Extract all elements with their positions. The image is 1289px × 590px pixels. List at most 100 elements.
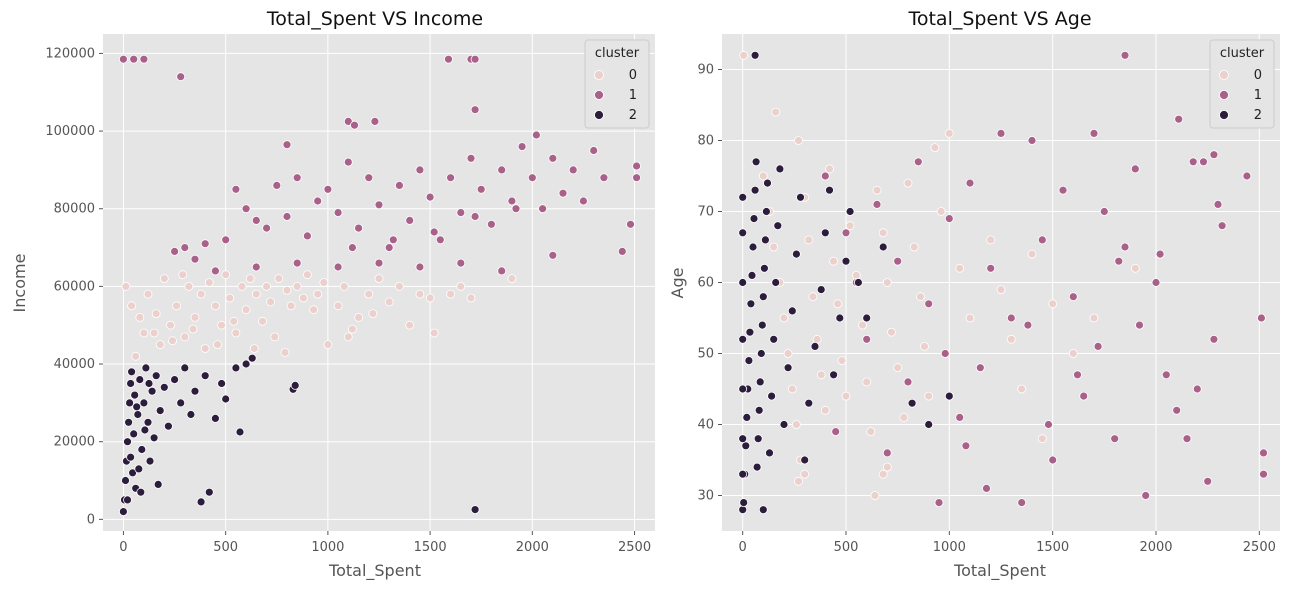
data-point-cluster-1 — [527, 173, 537, 183]
data-point-cluster-1 — [415, 262, 425, 272]
data-point-cluster-0 — [1130, 263, 1140, 273]
data-point-cluster-2 — [204, 487, 214, 497]
data-point-cluster-1 — [425, 192, 435, 202]
data-point-cluster-2 — [751, 157, 761, 167]
data-point-cluster-1 — [532, 130, 541, 140]
data-point-cluster-1 — [841, 228, 851, 238]
data-point-cluster-1 — [176, 72, 186, 82]
data-point-cluster-0 — [739, 50, 749, 60]
data-point-cluster-2 — [235, 427, 245, 437]
data-point-cluster-0 — [127, 301, 137, 311]
data-point-cluster-0 — [149, 328, 159, 338]
data-point-cluster-0 — [446, 289, 456, 299]
data-point-cluster-0 — [792, 420, 801, 429]
data-point-cluster-0 — [783, 349, 793, 358]
data-point-cluster-1 — [903, 377, 913, 387]
legend-marker — [594, 70, 604, 80]
data-point-cluster-1 — [251, 215, 261, 225]
data-point-cluster-1 — [1114, 256, 1124, 266]
data-point-cluster-1 — [221, 235, 231, 245]
data-point-cluster-1 — [1017, 498, 1027, 508]
data-point-cluster-2 — [752, 462, 762, 472]
data-point-cluster-0 — [955, 263, 965, 273]
data-point-cluster-0 — [204, 278, 214, 287]
legend-label: 2 — [1254, 108, 1262, 123]
data-point-cluster-0 — [237, 281, 247, 291]
data-point-cluster-0 — [368, 309, 378, 319]
data-point-cluster-1 — [996, 128, 1006, 138]
data-point-cluster-2 — [738, 434, 748, 444]
data-point-cluster-1 — [548, 250, 558, 260]
data-point-cluster-2 — [738, 334, 748, 344]
data-point-cluster-2 — [123, 495, 132, 505]
legend-label: 2 — [629, 108, 637, 123]
data-point-cluster-2 — [145, 456, 155, 466]
data-point-cluster-0 — [425, 293, 435, 303]
data-point-cluster-2 — [742, 412, 752, 422]
data-point-cluster-1 — [1161, 370, 1171, 380]
data-point-cluster-2 — [783, 363, 793, 373]
data-point-cluster-1 — [1182, 434, 1192, 444]
chart-income: Total_Spent VS Income 0 500 1000 1500 2000 25… — [10, 8, 655, 581]
data-point-cluster-1 — [820, 171, 830, 181]
data-point-cluster-0 — [758, 171, 768, 181]
y-axis-label: Income — [10, 254, 29, 313]
data-point-cluster-2 — [878, 242, 888, 252]
data-point-cluster-0 — [456, 281, 466, 291]
data-point-cluster-1 — [405, 215, 415, 225]
data-point-cluster-1 — [579, 196, 588, 206]
data-point-cluster-0 — [221, 270, 231, 280]
legend-label: 0 — [629, 68, 637, 83]
x-tick-label: 2000 — [516, 540, 549, 555]
data-point-cluster-1 — [1044, 420, 1053, 429]
data-point-cluster-1 — [180, 243, 190, 253]
data-point-cluster-1 — [831, 427, 841, 437]
data-point-cluster-1 — [370, 117, 380, 126]
data-point-cluster-1 — [1209, 150, 1219, 160]
data-point-cluster-0 — [820, 405, 830, 415]
legend-marker — [1219, 70, 1229, 80]
data-point-cluster-1 — [282, 212, 292, 221]
data-point-cluster-0 — [200, 344, 210, 353]
data-point-cluster-2 — [126, 452, 136, 462]
data-point-cluster-2 — [738, 192, 748, 202]
data-point-cluster-1 — [333, 208, 343, 218]
data-point-cluster-1 — [470, 105, 480, 115]
data-point-cluster-2 — [134, 464, 144, 474]
data-point-cluster-1 — [210, 266, 220, 276]
data-point-cluster-2 — [128, 468, 138, 478]
data-point-cluster-2 — [760, 263, 769, 273]
data-point-cluster-2 — [186, 410, 196, 419]
data-point-cluster-2 — [196, 497, 206, 507]
data-point-cluster-2 — [153, 479, 163, 489]
data-point-cluster-0 — [924, 391, 934, 401]
data-point-cluster-2 — [792, 249, 801, 259]
y-tick-label: 40 — [697, 418, 714, 433]
data-point-cluster-1 — [632, 173, 641, 183]
data-point-cluster-0 — [266, 297, 276, 307]
data-point-cluster-2 — [126, 379, 136, 388]
data-point-cluster-2 — [769, 334, 779, 344]
data-point-cluster-2 — [129, 429, 139, 439]
data-point-cluster-2 — [841, 256, 851, 266]
data-point-cluster-2 — [176, 398, 186, 408]
data-point-cluster-0 — [172, 301, 182, 311]
data-point-cluster-2 — [133, 410, 143, 419]
data-point-cluster-0 — [168, 336, 177, 346]
data-point-cluster-1 — [1174, 114, 1184, 124]
data-point-cluster-1 — [944, 214, 954, 224]
data-point-cluster-0 — [858, 320, 867, 330]
y-tick-label: 100000 — [45, 124, 95, 139]
legend: cluster 0 1 2 — [584, 39, 650, 129]
data-point-cluster-2 — [231, 363, 241, 373]
data-point-cluster-0 — [415, 289, 425, 299]
data-point-cluster-0 — [882, 278, 892, 287]
data-point-cluster-1 — [1006, 313, 1016, 323]
data-point-cluster-1 — [965, 178, 975, 188]
y-tick-label: 60000 — [54, 279, 95, 294]
x-tick-label: 0 — [739, 540, 747, 555]
data-point-cluster-0 — [787, 384, 797, 394]
data-point-cluster-2 — [746, 299, 756, 309]
data-point-cluster-1 — [1037, 235, 1047, 245]
data-point-cluster-0 — [339, 281, 349, 291]
